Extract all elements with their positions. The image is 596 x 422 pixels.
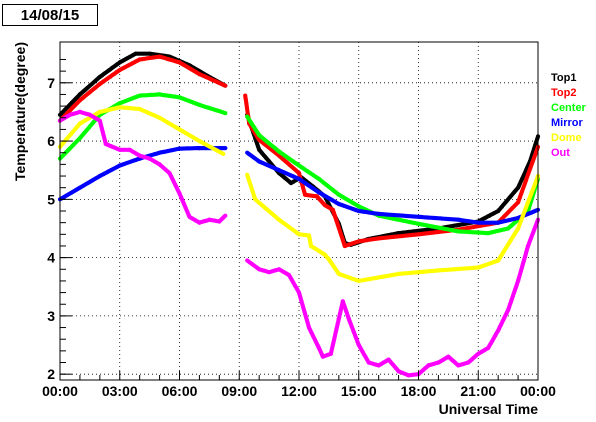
x-tick-label: 21:00 — [460, 383, 496, 399]
legend-entry-out: Out — [551, 147, 570, 159]
legend-entry-top1: Top1 — [551, 72, 576, 84]
y-tick-label: 4 — [47, 250, 55, 266]
x-tick-label: 12:00 — [281, 383, 317, 399]
grid-lines — [60, 42, 538, 380]
date-label: 14/08/15 — [2, 4, 98, 26]
series-dome — [57, 105, 541, 283]
legend-entry-dome: Dome — [551, 132, 582, 144]
x-tick-label: 06:00 — [162, 383, 198, 399]
series-out — [57, 109, 541, 378]
x-tick-label: 00:00 — [42, 383, 78, 399]
legend: Top1 Top2 Center Mirror Dome Out — [551, 72, 587, 159]
axis-ticks: 00:00 03:00 06:00 09:00 12:00 15:00 18:00 21:00… — [42, 58, 556, 399]
legend-entry-mirror: Mirror — [551, 117, 584, 129]
data-point — [221, 151, 226, 156]
x-tick-label: 18:00 — [401, 383, 437, 399]
series-layer — [57, 51, 541, 378]
data-point — [223, 213, 228, 218]
data-point — [223, 146, 228, 151]
y-tick-label: 3 — [47, 308, 55, 324]
y-tick-label: 5 — [47, 191, 55, 207]
legend-entry-center: Center — [551, 102, 587, 114]
x-tick-label: 00:00 — [520, 383, 556, 399]
x-tick-label: 15:00 — [341, 383, 377, 399]
y-axis-label: Temperature(degree) — [12, 42, 28, 181]
x-axis-label: Universal Time — [439, 401, 539, 417]
y-tick-label: 2 — [47, 366, 55, 382]
x-tick-label: 03:00 — [102, 383, 138, 399]
x-tick-label: 09:00 — [221, 383, 257, 399]
series-mirror — [57, 146, 541, 225]
legend-entry-top2: Top2 — [551, 87, 576, 99]
y-tick-label: 6 — [47, 133, 55, 149]
data-point — [223, 83, 228, 88]
data-point — [223, 111, 228, 116]
y-tick-label: 7 — [47, 75, 55, 91]
